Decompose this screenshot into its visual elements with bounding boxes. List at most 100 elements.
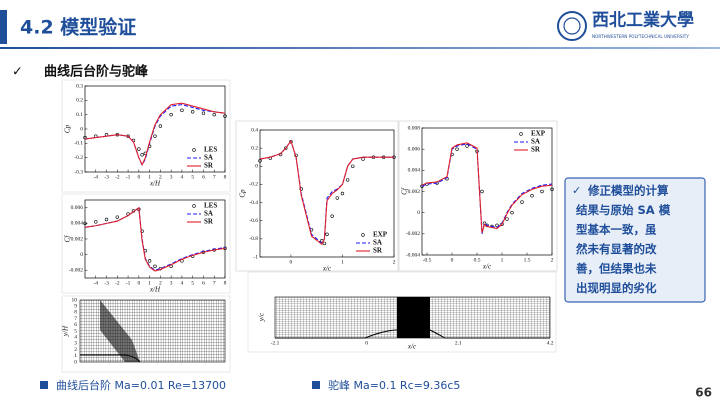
x-tick-label: 1.5 [524, 257, 531, 263]
data-point [212, 112, 216, 117]
data-point [505, 217, 509, 221]
y-tick-label: 0 [255, 164, 258, 170]
y-tick-label: -0.002 [406, 231, 420, 237]
figure-frame [61, 79, 231, 193]
x-tick-label: 4 [181, 280, 184, 286]
x-tick-label: 0 [290, 259, 293, 265]
x-tick-label: 5 [191, 174, 194, 180]
y-tick-label: 0.006 [71, 205, 84, 211]
legend-label: EXP [531, 130, 546, 138]
x-tick-label: 8 [224, 174, 227, 180]
mesh-wall [80, 354, 141, 363]
data-point [104, 217, 109, 222]
y-tick-label: 0 [80, 126, 83, 132]
y-tick-label: 0.002 [71, 236, 84, 242]
mesh-wall [275, 329, 550, 339]
y-tick-label: 0.3 [76, 83, 83, 89]
data-point [140, 153, 144, 157]
logo-name: 西北工業大學 [592, 10, 694, 31]
check-icon: ✓ [572, 184, 581, 197]
x-tick-label: -1 [126, 174, 131, 180]
mesh-tick-label: 6 [74, 322, 77, 328]
y-tick-label: 0.2 [76, 98, 83, 104]
mesh-refinement [397, 297, 430, 338]
mesh-tick-label: 8 [74, 310, 77, 316]
x-axis-label: x/c [322, 265, 332, 273]
legend-label: SA [531, 138, 540, 146]
x-tick-label: -2 [115, 280, 120, 286]
plot-frame [259, 129, 395, 258]
x-tick-label: -4 [93, 280, 98, 286]
x-tick-label: 2 [551, 257, 554, 263]
legend-label: SA [373, 239, 382, 247]
x-tick-label: -4 [93, 174, 98, 180]
y-tick-label: -0.2 [249, 182, 258, 188]
y-tick-label: -0.1 [74, 141, 83, 147]
data-point [83, 221, 87, 226]
data-point [510, 210, 514, 215]
y-tick-label: 0 [417, 210, 420, 216]
y-tick-label: 0.008 [408, 125, 421, 131]
x-tick-label: -3 [104, 174, 109, 180]
legend-label: SA [204, 154, 213, 162]
header-rule [0, 47, 720, 49]
figure-frame [61, 193, 231, 294]
mesh-tick-label: 3 [74, 341, 77, 347]
data-point [201, 111, 206, 115]
legend-swatch [519, 132, 523, 136]
mesh-axis-label: y/H [62, 325, 70, 337]
legend-swatch [192, 148, 196, 152]
y-tick-label: 0.006 [408, 146, 421, 152]
y-tick-label: 0.4 [251, 127, 258, 133]
mesh-tick-label: 0 [74, 359, 77, 365]
legend-label: EXP [373, 231, 388, 239]
data-point [550, 187, 554, 192]
mesh-tick-label: 10 [72, 297, 78, 303]
x-tick-label: -2 [115, 174, 120, 180]
x-axis-label: x/c [482, 263, 492, 271]
mesh-tick-label: 4.2 [547, 340, 554, 346]
data-point [223, 114, 227, 118]
bullet [40, 381, 48, 389]
x-tick-label: 6 [202, 174, 205, 180]
callout-text: 型基本一致，虽 [576, 223, 657, 237]
data-line [84, 206, 226, 272]
callout-text: 结果与原始 SA 模 [575, 203, 671, 217]
logo-emblem-inner [563, 17, 581, 35]
x-tick-label: 8 [224, 280, 227, 286]
data-point [169, 112, 173, 117]
data-point [351, 164, 355, 168]
x-tick-label: 0 [137, 280, 140, 286]
bullet [312, 381, 320, 389]
y-tick-label: -1 [253, 254, 258, 260]
page-number: 66 [695, 386, 712, 400]
mesh-tick-label: 2.1 [455, 340, 462, 346]
y-tick-label: 0.004 [71, 221, 84, 227]
y-axis-label: Cp [64, 124, 72, 133]
legend-label: SR [204, 218, 214, 226]
data-point [465, 144, 469, 148]
x-tick-label: 1 [148, 174, 151, 180]
data-point [94, 220, 98, 224]
x-tick-label: 3 [170, 280, 173, 286]
data-point [520, 200, 524, 204]
data-point [147, 259, 152, 263]
mesh-tick-label: 2 [74, 347, 77, 353]
data-point [284, 146, 288, 150]
data-point [330, 214, 334, 218]
data-point [258, 159, 262, 163]
x-tick-label: 1 [501, 257, 504, 263]
mesh-tick-label: -2.1 [271, 340, 280, 346]
caption: 曲线后台阶 Ma=0.01 Re=13700 [56, 378, 226, 392]
y-tick-label: 0.004 [408, 168, 421, 174]
y-tick-label: -0.3 [74, 169, 83, 175]
data-point [153, 264, 157, 268]
header-bar [0, 10, 7, 44]
callout-text: 善，但结果也未 [576, 262, 657, 276]
data-line [421, 142, 553, 233]
mesh-tick-label: 5 [74, 328, 77, 334]
x-tick-label: 0 [137, 174, 140, 180]
data-point [153, 134, 157, 138]
data-point [115, 215, 120, 219]
